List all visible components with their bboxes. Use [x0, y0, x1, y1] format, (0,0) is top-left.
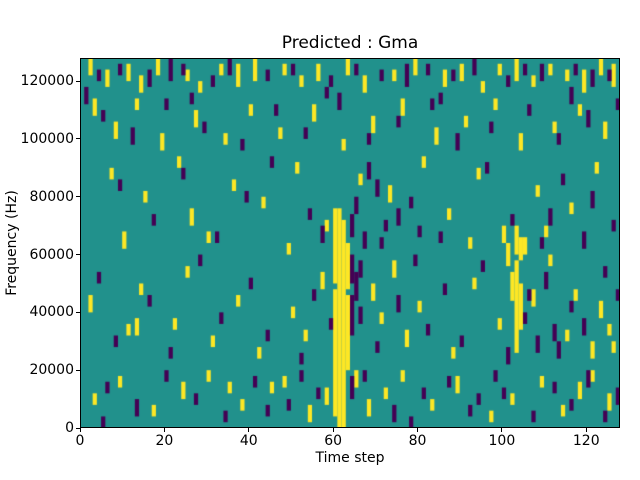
x-tick-label: 60	[324, 433, 343, 449]
x-tick-label: 40	[239, 433, 258, 449]
plot-area	[80, 58, 620, 428]
y-tick-label: 20000	[29, 362, 74, 379]
y-tick-mark	[76, 427, 80, 429]
x-tick-mark	[332, 428, 334, 432]
y-tick-label: 80000	[29, 188, 74, 205]
y-tick-label: 40000	[29, 304, 74, 321]
chart-title: Predicted : Gma	[281, 33, 419, 53]
y-tick-label: 100000	[20, 130, 74, 147]
x-tick-mark	[79, 428, 81, 432]
x-tick-label: 80	[408, 433, 427, 449]
x-axis-label: Time step	[315, 450, 385, 466]
x-tick-label: 100	[488, 433, 516, 449]
x-tick-mark	[585, 428, 587, 432]
x-tick-label: 0	[75, 433, 85, 449]
y-tick-mark	[76, 254, 80, 256]
x-tick-mark	[248, 428, 250, 432]
y-tick-mark	[76, 369, 80, 371]
y-tick-label: 120000	[20, 73, 74, 90]
x-tick-label: 20	[155, 433, 174, 449]
x-tick-label: 120	[572, 433, 600, 449]
y-tick-label: 60000	[29, 246, 74, 263]
y-axis-label: Frequency (Hz)	[4, 190, 20, 296]
heatmap-canvas	[80, 58, 620, 428]
y-tick-mark	[76, 196, 80, 198]
y-tick-label: 0	[65, 420, 74, 436]
x-tick-mark	[163, 428, 165, 432]
y-tick-mark	[76, 80, 80, 82]
x-tick-mark	[417, 428, 418, 432]
x-tick-mark	[501, 428, 503, 432]
y-tick-mark	[76, 311, 80, 313]
y-tick-mark	[76, 138, 80, 140]
